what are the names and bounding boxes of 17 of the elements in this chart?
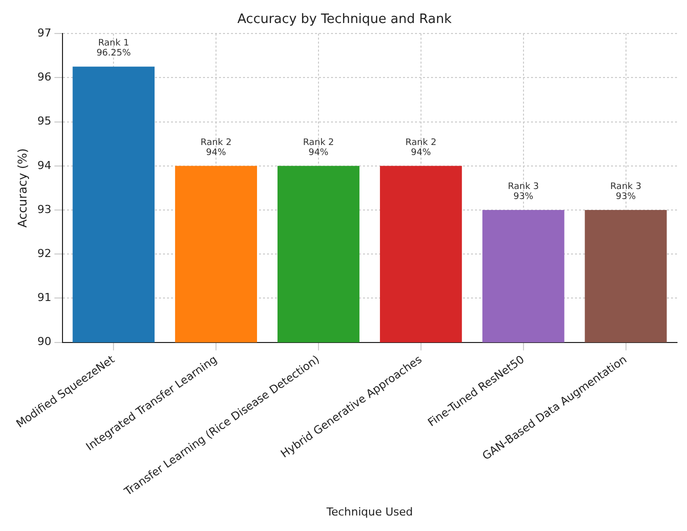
chart-title: Accuracy by Technique and Rank <box>237 12 452 28</box>
y-tick-label: 97 <box>37 26 52 40</box>
y-tick-label: 94 <box>37 158 52 172</box>
y-tick-label: 96 <box>37 70 52 84</box>
x-axis-title: Technique Used <box>325 505 413 518</box>
y-tick-label: 91 <box>37 291 52 304</box>
y-tick-label: 95 <box>37 114 52 128</box>
data-label: Rank 2 94% <box>200 138 232 158</box>
data-label: Rank 3 93% <box>508 182 539 202</box>
y-axis-title: Accuracy (%) <box>15 148 30 228</box>
data-label: Rank 1 96.25% <box>96 38 132 59</box>
y-tick-label: 92 <box>37 246 52 260</box>
data-label: Rank 2 94% <box>302 138 334 158</box>
y-tick-label: 90 <box>37 335 52 348</box>
data-label: Rank 2 94% <box>405 138 436 158</box>
data-label: Rank 3 93% <box>610 182 642 202</box>
y-tick-label: 93 <box>37 202 52 216</box>
